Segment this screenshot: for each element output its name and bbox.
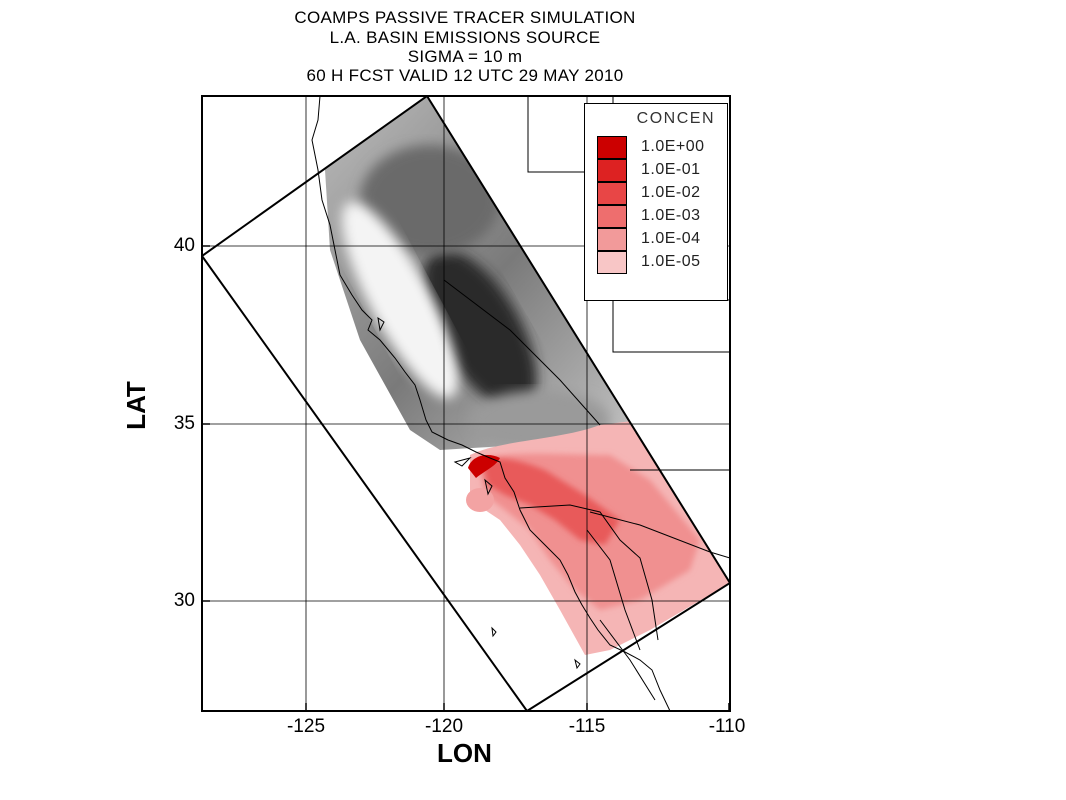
tick-marks <box>202 245 730 711</box>
figure-title-line-1: COAMPS PASSIVE TRACER SIMULATION <box>294 8 636 27</box>
y-tick-label: 40 <box>173 235 195 256</box>
san-francisco-bay <box>377 316 385 332</box>
central-valley-light <box>341 201 459 399</box>
legend-label: 1.0E-05 <box>641 253 701 270</box>
figure-title-line-3: SIGMA = 10 m <box>407 47 523 66</box>
figure-title-line-4: 60 H FCST VALID 12 UTC 29 MAY 2010 <box>306 66 624 85</box>
plume-inner <box>482 458 620 545</box>
x-tick-label: -110 <box>708 716 746 737</box>
legend-swatch <box>597 251 627 274</box>
sonora-coast <box>599 619 656 701</box>
legend-label: 1.0E-01 <box>641 161 701 178</box>
legend-entry: 1.0E-05 <box>597 251 723 274</box>
legend-label: 1.0E+00 <box>641 138 705 155</box>
pacific-coastline <box>311 96 671 711</box>
legend-entry: 1.0E-01 <box>597 159 723 182</box>
legend-entry: 1.0E-03 <box>597 205 723 228</box>
legend-swatch <box>597 205 627 228</box>
arizona-mexico-border <box>589 511 730 559</box>
legend-swatch <box>597 159 627 182</box>
plume-source-core <box>468 455 500 478</box>
plume-offshore-lobe <box>466 488 494 512</box>
legend-entry: 1.0E-04 <box>597 228 723 251</box>
figure-title-line-2: L.A. BASIN EMISSIONS SOURCE <box>329 28 601 47</box>
channel-islands <box>453 457 472 467</box>
legend-label: 1.0E-02 <box>641 184 701 201</box>
x-tick-label: -125 <box>286 716 326 737</box>
california-nevada-border <box>443 279 601 426</box>
legend-swatch <box>597 136 627 159</box>
concentration-legend: CONCEN 1.0E+00 1.0E-01 1.0E-02 1.0E-03 1… <box>584 103 728 301</box>
legend-title: CONCEN <box>636 110 715 127</box>
y-tick-label: 30 <box>173 590 195 611</box>
x-tick-label: -120 <box>424 716 464 737</box>
guadalupe-island <box>491 626 497 638</box>
terrain-shading <box>320 96 660 470</box>
y-tick-label: 35 <box>173 413 195 434</box>
x-tick-label: -115 <box>568 716 606 737</box>
model-domain-boundary <box>202 96 730 711</box>
oregon-border <box>527 96 600 173</box>
plot-frame <box>201 95 731 712</box>
gulf-of-california-coast <box>586 529 641 651</box>
y-axis-title: LAT <box>120 381 151 430</box>
legend-entry: 1.0E-02 <box>597 182 723 205</box>
legend-label: 1.0E-04 <box>641 230 701 247</box>
legend-entry: 1.0E+00 <box>597 136 723 159</box>
santa-catalina-island <box>484 478 493 496</box>
legend-swatch <box>597 228 627 251</box>
small-island <box>574 658 581 670</box>
x-axis-title: LON <box>437 738 492 768</box>
legend-label: 1.0E-03 <box>641 207 701 224</box>
sierra-dark-ridge <box>423 249 537 411</box>
us-mexico-border <box>519 504 659 641</box>
legend-swatch <box>597 182 627 205</box>
